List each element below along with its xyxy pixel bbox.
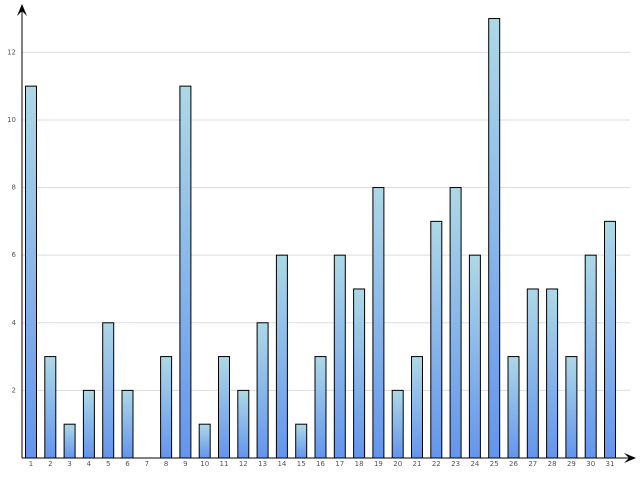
x-tick-label: 26 bbox=[509, 460, 518, 468]
x-axis-arrow bbox=[624, 453, 636, 463]
x-tick-label: 22 bbox=[432, 460, 441, 468]
x-tick-label: 31 bbox=[606, 460, 615, 468]
y-tick-label: 8 bbox=[12, 184, 16, 192]
x-tick-label: 14 bbox=[277, 460, 286, 468]
bar bbox=[526, 288, 539, 459]
y-tick-label: 6 bbox=[12, 251, 17, 259]
x-tick-label: 24 bbox=[470, 460, 479, 468]
bar bbox=[430, 220, 443, 459]
x-tick-label: 9 bbox=[183, 460, 187, 468]
bar bbox=[82, 389, 95, 459]
bar bbox=[565, 356, 578, 459]
bar bbox=[179, 85, 192, 459]
x-tick-label: 6 bbox=[125, 460, 130, 468]
bar bbox=[218, 356, 230, 459]
x-tick-label: 25 bbox=[490, 460, 499, 468]
x-tick-label: 20 bbox=[393, 460, 402, 468]
bar bbox=[63, 423, 76, 459]
bar bbox=[237, 389, 250, 459]
bar bbox=[275, 254, 288, 459]
bar bbox=[468, 254, 481, 459]
x-tick-label: 21 bbox=[413, 460, 422, 468]
x-tick-label: 19 bbox=[374, 460, 383, 468]
bar bbox=[353, 288, 366, 459]
bar bbox=[372, 187, 385, 459]
bar bbox=[507, 356, 520, 459]
bar bbox=[546, 288, 559, 459]
bar bbox=[102, 322, 115, 459]
bar bbox=[488, 18, 501, 459]
x-tick-label: 7 bbox=[145, 460, 149, 468]
bar bbox=[256, 322, 269, 459]
x-tick-label: 5 bbox=[106, 460, 110, 468]
x-tick-label: 29 bbox=[567, 460, 576, 468]
bar bbox=[604, 220, 616, 459]
y-axis-arrow bbox=[17, 4, 27, 16]
x-tick-label: 17 bbox=[335, 460, 344, 468]
x-tick-label: 13 bbox=[258, 460, 267, 468]
x-tick-label: 8 bbox=[164, 460, 168, 468]
bar bbox=[449, 187, 462, 459]
bars bbox=[25, 18, 616, 459]
bar bbox=[314, 356, 327, 459]
x-tick-label: 11 bbox=[220, 460, 229, 468]
x-tick-label: 1 bbox=[29, 460, 33, 468]
x-tick-label: 3 bbox=[67, 460, 71, 468]
x-tick-label: 16 bbox=[316, 460, 325, 468]
bar bbox=[295, 423, 308, 459]
bar bbox=[25, 85, 37, 459]
x-tick-label: 28 bbox=[548, 460, 557, 468]
bar bbox=[44, 356, 57, 459]
y-tick-label: 12 bbox=[7, 48, 16, 56]
bar bbox=[160, 356, 173, 459]
x-tick-label: 30 bbox=[586, 460, 595, 468]
y-tick-label: 4 bbox=[12, 319, 17, 327]
x-tick-label: 27 bbox=[528, 460, 537, 468]
bar bbox=[198, 423, 211, 459]
x-tick-label: 4 bbox=[87, 460, 92, 468]
bar bbox=[391, 389, 404, 459]
bar bbox=[584, 254, 597, 459]
y-tick-label: 10 bbox=[7, 116, 16, 124]
bar bbox=[411, 356, 423, 459]
axes bbox=[17, 4, 636, 463]
x-tick-label: 18 bbox=[355, 460, 364, 468]
x-tick-label: 15 bbox=[297, 460, 306, 468]
bar bbox=[121, 389, 134, 459]
x-tick-label: 2 bbox=[48, 460, 52, 468]
x-tick-label: 23 bbox=[451, 460, 460, 468]
x-tick-label: 12 bbox=[239, 460, 248, 468]
x-tick-label: 10 bbox=[200, 460, 209, 468]
bar bbox=[333, 254, 346, 459]
y-tick-label: 2 bbox=[12, 386, 16, 394]
